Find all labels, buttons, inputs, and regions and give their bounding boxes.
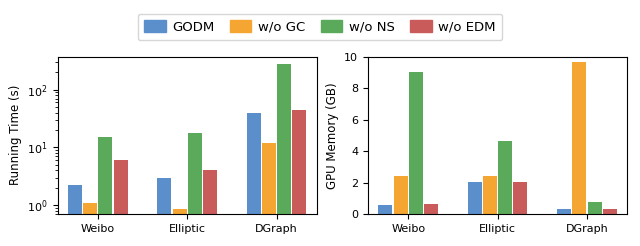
Bar	[424, 204, 438, 214]
Bar	[114, 160, 127, 246]
Bar	[557, 209, 571, 214]
Bar	[572, 62, 586, 214]
Bar	[262, 143, 276, 246]
Bar	[378, 205, 392, 214]
Bar	[483, 176, 497, 214]
Bar	[513, 182, 527, 214]
Bar	[277, 64, 291, 246]
Y-axis label: Running Time (s): Running Time (s)	[9, 85, 22, 185]
Bar	[173, 209, 187, 246]
Bar	[588, 202, 602, 214]
Bar	[188, 133, 202, 246]
Bar	[292, 110, 307, 246]
Bar	[157, 178, 172, 246]
Bar	[468, 182, 482, 214]
Bar	[99, 137, 113, 246]
Bar	[394, 176, 408, 214]
Bar	[603, 209, 617, 214]
Bar	[247, 113, 260, 246]
Y-axis label: GPU Memory (GB): GPU Memory (GB)	[326, 82, 339, 189]
Bar	[498, 141, 512, 214]
Bar	[83, 203, 97, 246]
Bar	[203, 170, 217, 246]
Bar	[68, 185, 82, 246]
Bar	[409, 72, 423, 214]
Legend: GODM, w/o GC, w/o NS, w/o EDM: GODM, w/o GC, w/o NS, w/o EDM	[138, 14, 502, 40]
